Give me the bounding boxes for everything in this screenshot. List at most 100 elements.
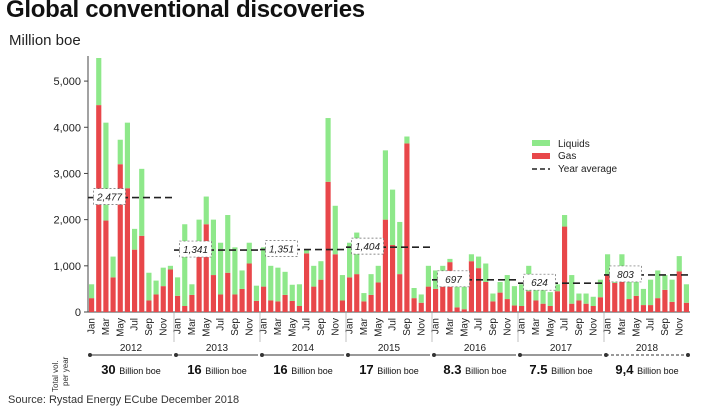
bar-liquids — [268, 265, 274, 301]
total-volume-label: 30 Billion boe — [101, 362, 161, 377]
total-volume-label: 17 Billion boe — [359, 362, 419, 377]
bar-liquids — [146, 272, 152, 301]
bar-liquids — [519, 284, 525, 306]
bar-gas — [354, 274, 360, 312]
y-tick-label: 3,000 — [53, 168, 81, 180]
year-average-label: 1,351 — [269, 245, 294, 256]
bar-liquids — [676, 256, 682, 272]
month-tick-label: Mar — [101, 317, 112, 335]
bar-liquids — [253, 285, 259, 301]
bar-gas — [440, 282, 446, 312]
bar-gas — [253, 300, 259, 312]
bar-liquids — [461, 284, 467, 310]
bar-gas — [196, 242, 202, 312]
bar-gas — [583, 303, 589, 312]
bar-gas — [368, 294, 374, 312]
bar-gas — [282, 294, 288, 312]
bar-gas — [239, 288, 245, 312]
bar-liquids — [476, 256, 482, 269]
month-tick-label: Mar — [531, 317, 542, 335]
month-tick-label: Jan — [345, 318, 356, 334]
month-tick-label: Jul — [646, 318, 657, 331]
month-tick-label: Jul — [216, 318, 227, 331]
total-volume-unit: Billion boe — [377, 366, 419, 376]
year-average-label: 697 — [445, 275, 462, 286]
legend-label-liquids: Liquids — [558, 139, 590, 150]
bar-liquids — [511, 286, 517, 306]
bar-gas — [633, 295, 639, 312]
bar-gas — [540, 303, 546, 312]
bar-gas — [576, 300, 582, 312]
year-label: 2015 — [378, 343, 401, 354]
total-row-dot — [346, 353, 350, 357]
bar-liquids — [203, 196, 209, 225]
year-average-label-box — [179, 240, 212, 258]
bar-gas — [289, 300, 295, 312]
bar-gas — [110, 277, 116, 312]
bar-liquids — [597, 279, 603, 298]
bar-gas — [296, 305, 302, 312]
bar-liquids — [225, 215, 231, 273]
bar-gas — [261, 286, 267, 312]
bar-gas — [411, 298, 417, 312]
total-volume-unit: Billion boe — [205, 366, 247, 376]
bar-liquids — [282, 271, 288, 295]
bar-liquids — [361, 293, 367, 302]
bar-gas — [404, 143, 410, 312]
total-volume-value: 9,4 — [615, 362, 637, 377]
year-average-label: 1,404 — [355, 242, 380, 253]
year-label: 2012 — [120, 343, 143, 354]
year-label: 2016 — [464, 343, 487, 354]
bar-liquids — [175, 277, 181, 296]
month-tick-label: May — [115, 318, 126, 337]
bar-gas — [382, 219, 388, 312]
total-volume-unit: Billion boe — [119, 366, 161, 376]
y-tick-label: 5,000 — [53, 76, 81, 88]
bar-liquids — [375, 265, 381, 283]
y-tick-label: 1,000 — [53, 261, 81, 273]
total-row-label-line2: per year — [61, 356, 70, 386]
month-tick-label: Jan — [87, 318, 98, 334]
bar-gas — [425, 286, 431, 312]
bar-gas — [153, 294, 159, 312]
bar-gas — [132, 249, 138, 312]
total-row-label-line1: Total vol. — [51, 360, 60, 392]
bar-liquids — [332, 205, 338, 255]
total-volume-value: 30 — [101, 362, 119, 377]
bar-gas — [375, 282, 381, 312]
total-row-dot — [260, 353, 264, 357]
bar-liquids — [683, 284, 689, 303]
bar-liquids — [605, 254, 611, 276]
bar-gas — [547, 305, 553, 312]
bar-liquids — [619, 254, 625, 276]
month-tick-label: Nov — [244, 318, 255, 336]
month-tick-label: Mar — [359, 317, 370, 335]
month-tick-label: May — [287, 318, 298, 337]
bar-liquids — [483, 263, 489, 282]
total-row-dot — [518, 353, 522, 357]
bar-gas — [562, 226, 568, 312]
bar-gas — [167, 269, 173, 312]
month-tick-label: Mar — [187, 317, 198, 335]
month-tick-label: Sep — [488, 318, 499, 336]
bar-liquids — [124, 122, 130, 189]
month-tick-label: Mar — [273, 317, 284, 335]
bar-liquids — [425, 265, 431, 287]
bar-liquids — [497, 281, 503, 293]
bar-gas — [483, 281, 489, 312]
year-average-label-box — [265, 240, 298, 257]
bar-gas — [318, 279, 324, 312]
month-tick-label: May — [459, 318, 470, 337]
bar-liquids — [418, 294, 424, 303]
month-tick-label: Sep — [316, 318, 327, 336]
month-tick-label: May — [545, 318, 556, 337]
month-tick-label: Jan — [603, 318, 614, 334]
bar-liquids — [117, 139, 123, 165]
bar-liquids — [139, 168, 145, 236]
bar-gas — [225, 272, 231, 312]
total-volume-label: 16 Billion boe — [273, 362, 333, 377]
bar-gas — [683, 302, 689, 312]
bar-gas — [96, 105, 102, 312]
total-volume-unit: Billion boe — [465, 366, 507, 376]
year-average-label: 803 — [617, 270, 634, 281]
